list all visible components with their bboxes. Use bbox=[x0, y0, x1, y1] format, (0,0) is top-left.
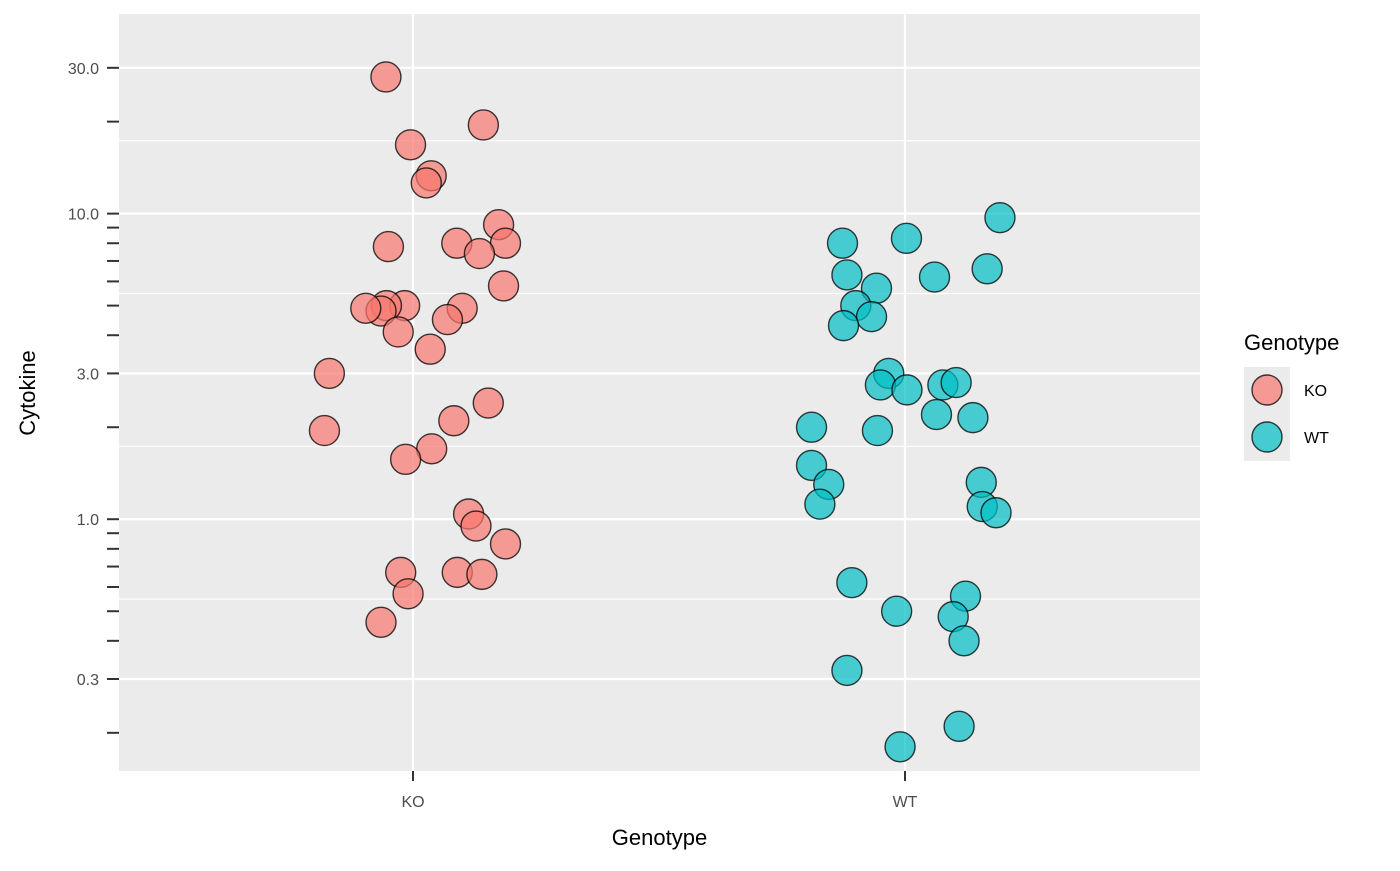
y-axis-title: Cytokine bbox=[15, 350, 40, 436]
data-point bbox=[971, 253, 1003, 285]
y-tick-label: 30.0 bbox=[68, 61, 99, 78]
data-point bbox=[943, 710, 975, 743]
y-tick-label: 10.0 bbox=[68, 207, 99, 224]
data-point bbox=[472, 387, 504, 419]
data-point bbox=[836, 566, 868, 599]
data-point bbox=[920, 398, 953, 431]
data-point bbox=[392, 578, 424, 610]
legend-label: KO bbox=[1304, 383, 1327, 400]
data-point bbox=[313, 357, 346, 390]
data-point bbox=[984, 201, 1016, 234]
legend: Genotype KO WT bbox=[1244, 330, 1339, 461]
x-tick-label: KO bbox=[401, 794, 424, 811]
axis-layer: 0.3 1.0 3.0 10.0 30.0 KO WT bbox=[68, 61, 918, 811]
data-point bbox=[831, 259, 863, 291]
data-point bbox=[918, 261, 951, 293]
data-point bbox=[831, 654, 863, 687]
x-axis-title: Genotype bbox=[612, 825, 707, 850]
data-point bbox=[463, 237, 496, 270]
legend-key bbox=[1251, 374, 1283, 406]
data-point bbox=[410, 167, 442, 199]
y-tick-label: 0.3 bbox=[77, 672, 99, 689]
data-point bbox=[827, 309, 860, 342]
legend-label: WT bbox=[1304, 430, 1329, 447]
y-tick-label: 3.0 bbox=[77, 366, 99, 383]
data-point bbox=[372, 230, 405, 263]
data-point bbox=[466, 558, 498, 591]
data-point bbox=[826, 227, 859, 259]
legend-key bbox=[1251, 421, 1283, 453]
point-layer bbox=[308, 61, 1016, 763]
data-point bbox=[980, 497, 1012, 529]
data-point bbox=[489, 528, 522, 560]
data-point bbox=[957, 401, 989, 434]
data-point bbox=[795, 411, 828, 443]
data-point bbox=[804, 488, 836, 520]
data-point bbox=[467, 109, 500, 141]
data-point bbox=[487, 270, 520, 302]
data-point bbox=[855, 300, 888, 333]
x-tick-label: WT bbox=[893, 794, 918, 811]
data-point bbox=[350, 292, 382, 324]
data-point bbox=[431, 303, 464, 336]
plot-panel bbox=[119, 14, 1200, 771]
data-point bbox=[948, 625, 980, 657]
data-point bbox=[891, 374, 923, 406]
data-point bbox=[365, 606, 397, 638]
data-point bbox=[370, 61, 402, 93]
data-point bbox=[460, 510, 492, 542]
y-tick-label: 1.0 bbox=[77, 512, 99, 529]
data-point bbox=[438, 405, 470, 437]
data-point bbox=[861, 414, 894, 447]
data-point bbox=[308, 414, 341, 447]
legend-title: Genotype bbox=[1244, 330, 1339, 355]
data-point bbox=[880, 595, 913, 627]
data-point bbox=[414, 333, 446, 365]
data-point bbox=[389, 443, 422, 476]
data-point bbox=[394, 129, 427, 161]
data-point bbox=[382, 316, 414, 348]
data-point bbox=[940, 366, 972, 399]
data-point bbox=[890, 222, 923, 255]
grid-layer bbox=[119, 14, 1200, 771]
data-point bbox=[884, 731, 916, 763]
data-point bbox=[864, 369, 897, 401]
